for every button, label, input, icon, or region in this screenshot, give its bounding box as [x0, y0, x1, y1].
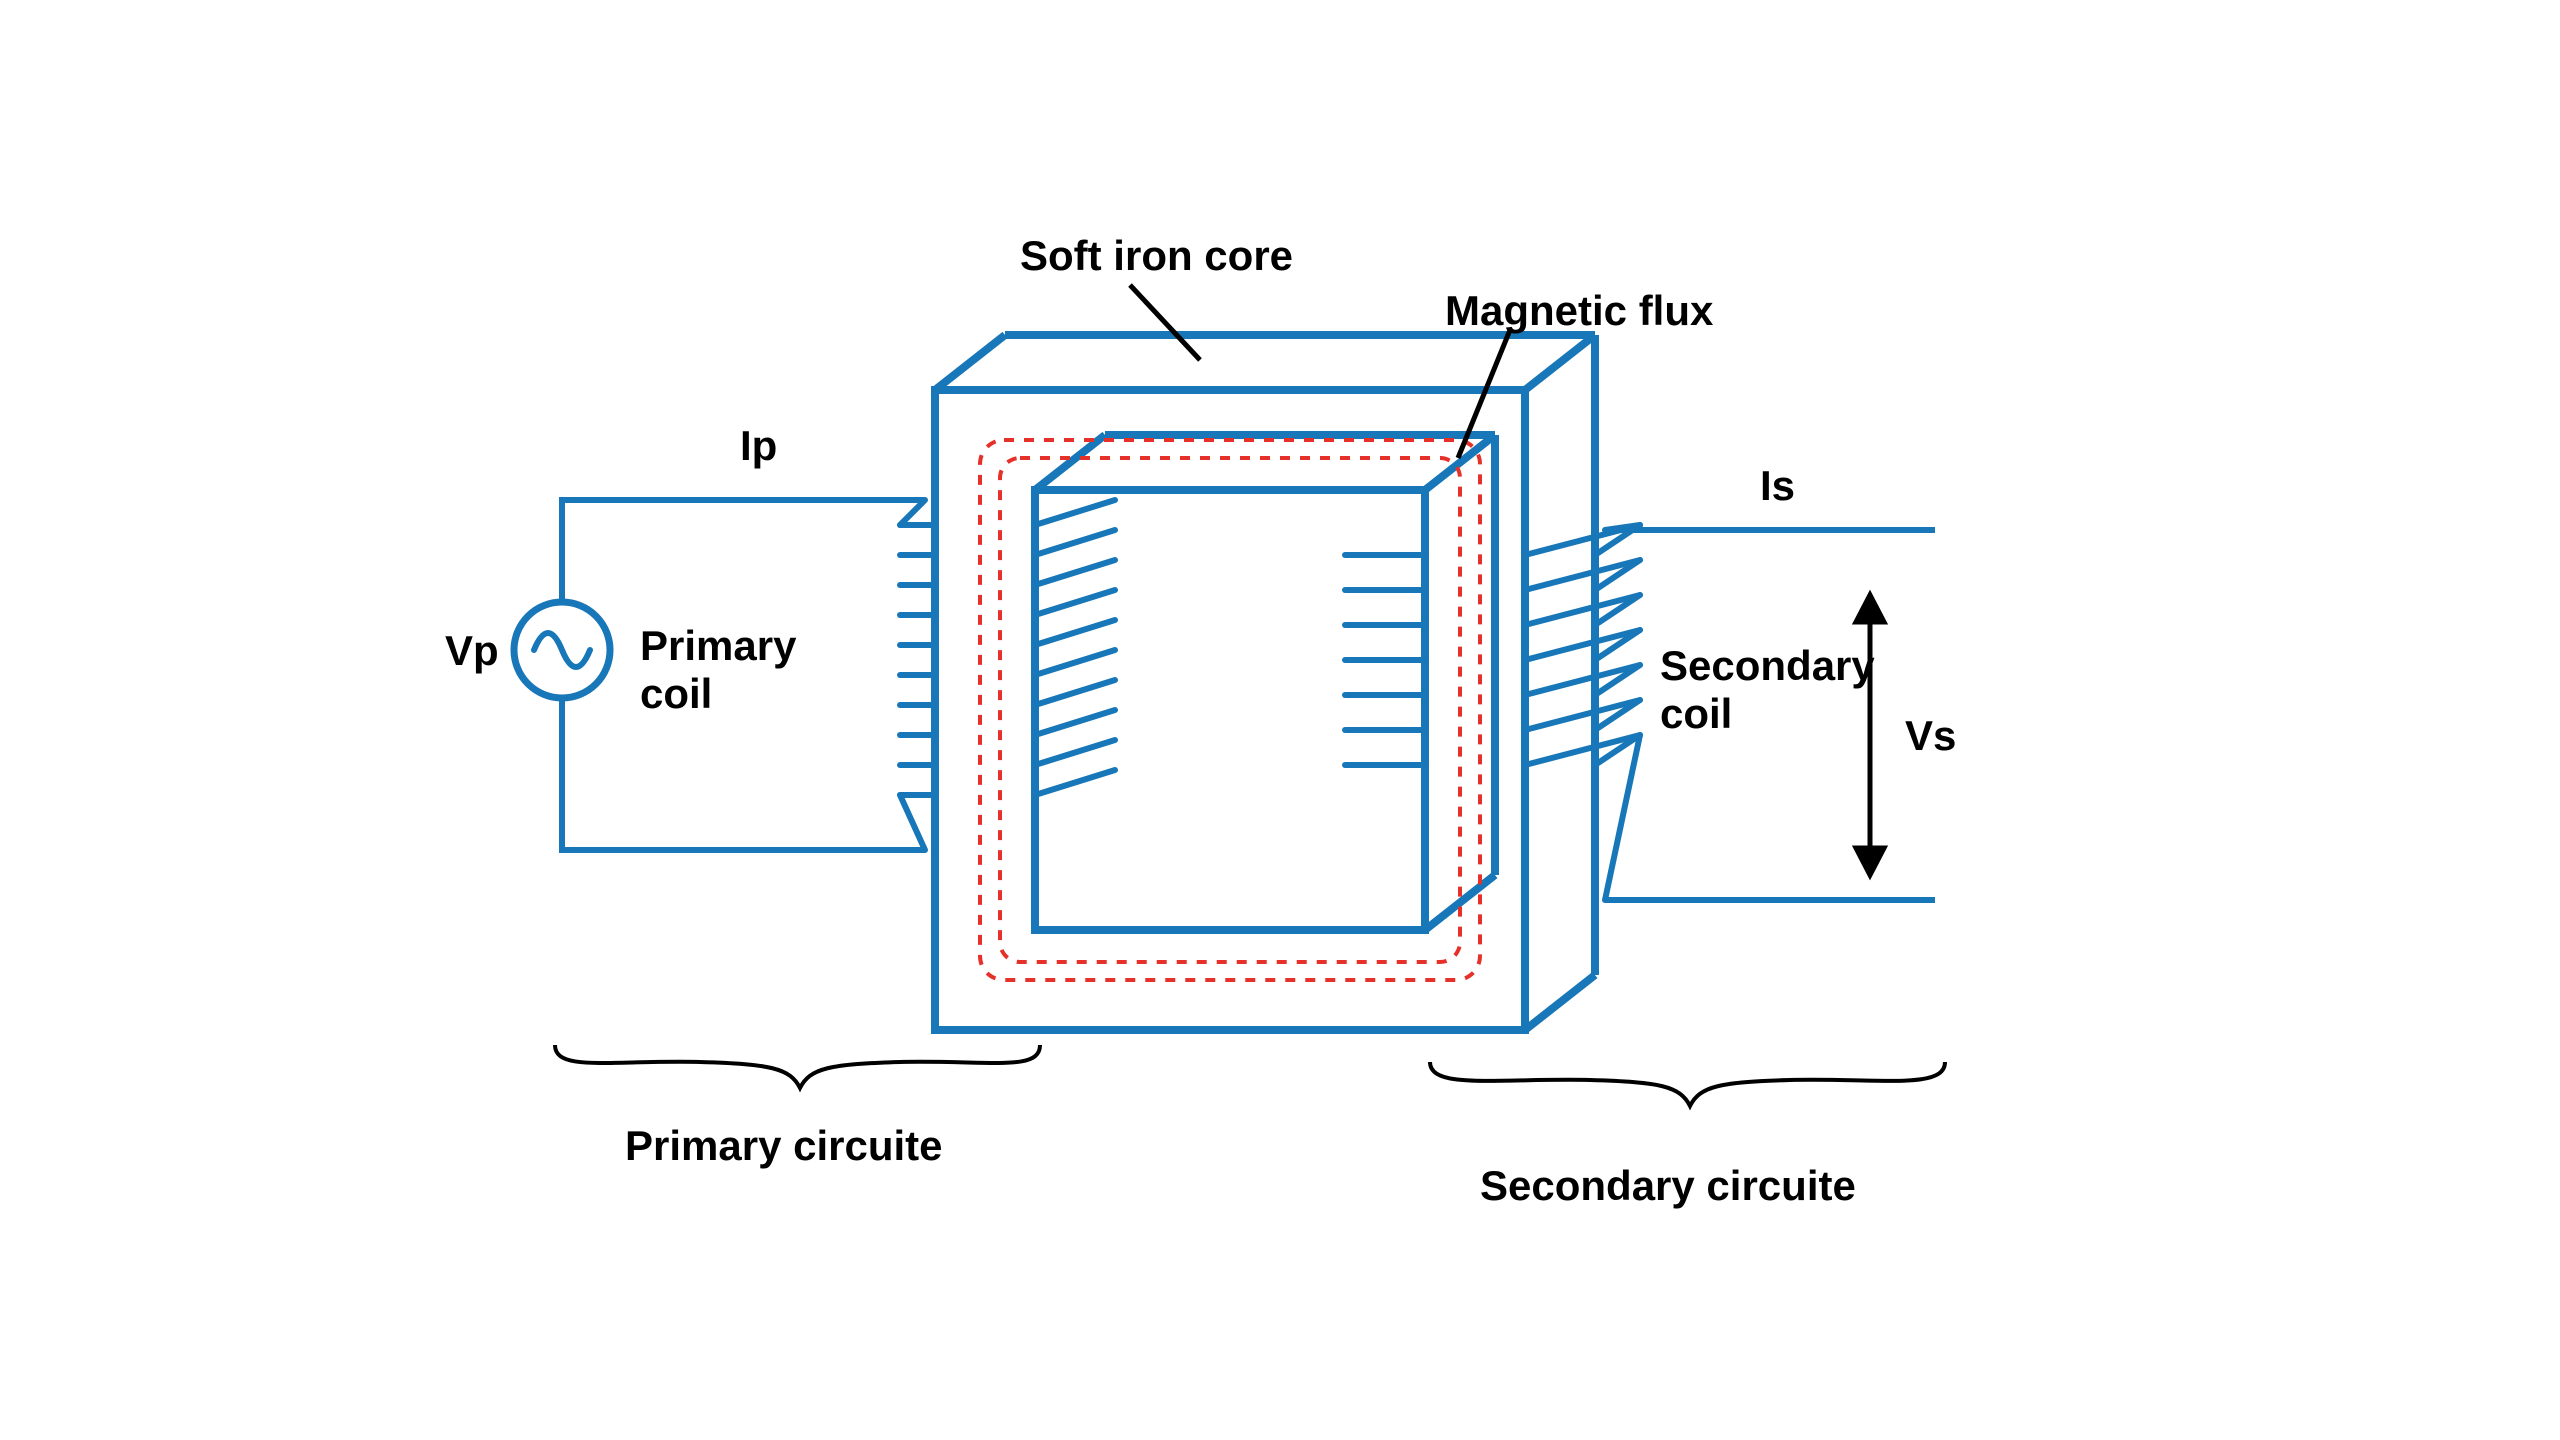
label-vs: Vs: [1905, 712, 1956, 759]
label-primary-coil-2: coil: [640, 670, 712, 717]
label-ip: Ip: [740, 422, 777, 469]
vs-arrow: [1856, 595, 1884, 875]
label-secondary-coil-2: coil: [1660, 690, 1732, 737]
secondary-circuit-wires: [1605, 530, 1935, 900]
transformer-diagram: Soft iron core Magnetic flux Ip Is Vp Vs…: [0, 0, 2560, 1440]
label-secondary-coil-1: Secondary: [1660, 642, 1875, 689]
brace-primary: [555, 1045, 1040, 1088]
primary-coil: [900, 500, 1115, 850]
label-vp: Vp: [445, 627, 499, 674]
label-soft-iron-core: Soft iron core: [1020, 232, 1293, 279]
label-secondary-circuit: Secondary circuite: [1480, 1162, 1856, 1209]
label-primary-circuit: Primary circuite: [625, 1122, 943, 1169]
ac-source: [514, 602, 610, 698]
label-primary-coil-1: Primary: [640, 622, 797, 669]
brace-secondary: [1430, 1062, 1945, 1106]
label-is: Is: [1760, 462, 1795, 509]
primary-circuit-wires: [562, 500, 925, 850]
label-magnetic-flux: Magnetic flux: [1445, 287, 1714, 334]
